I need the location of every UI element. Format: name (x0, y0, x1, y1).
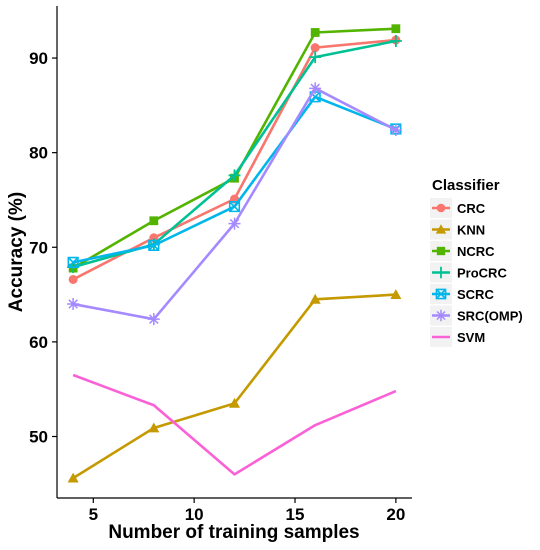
y-axis-title: Accuracy (%) (6, 192, 27, 312)
series-knn (67, 289, 402, 483)
x-tick-label: 20 (386, 505, 405, 524)
x-tick-label: 10 (185, 505, 204, 524)
legend-label: KNN (457, 223, 485, 238)
legend-key-marker (435, 288, 447, 300)
legend-label: CRC (457, 201, 486, 216)
data-point-ncrc (391, 24, 401, 34)
series-line-procrc (72, 39, 397, 269)
legend-key-marker (436, 203, 446, 213)
series-svm (72, 373, 397, 476)
legend-key-marker (435, 309, 447, 322)
data-point-knn (229, 397, 240, 408)
legend-item-ncrc: NCRC (430, 241, 495, 261)
data-point-scrc (148, 239, 160, 251)
data-point-knn (309, 293, 321, 304)
legend-key-marker (435, 224, 447, 234)
series-line-src-omp (72, 87, 397, 321)
y-tick-label: 70 (29, 238, 48, 257)
data-point-src-omp (309, 82, 322, 95)
legend-label: SVM (457, 330, 485, 345)
y-tick-label: 60 (29, 333, 48, 352)
data-point-src-omp (228, 217, 241, 230)
y-tick-label: 80 (29, 144, 48, 163)
data-point-knn (390, 289, 402, 299)
plot-area (67, 24, 402, 483)
data-point-src-omp (147, 313, 160, 326)
data-point-procrc (309, 51, 322, 64)
legend-label: SRC(OMP) (457, 309, 523, 324)
series-line-crc (72, 38, 396, 281)
data-point-ncrc (149, 216, 159, 226)
series-procrc (67, 35, 402, 274)
legend-item-knn: KNN (430, 219, 485, 240)
data-point-scrc (228, 200, 241, 213)
series-line-svm (72, 373, 397, 476)
data-point-ncrc (310, 28, 320, 37)
data-point-src-omp (389, 123, 402, 136)
legend-key-marker (436, 246, 446, 256)
legend-title: Classifier (432, 177, 500, 194)
legend-item-crc: CRC (430, 198, 486, 218)
data-point-scrc (67, 256, 79, 269)
legend-item-scrc: SCRC (430, 284, 494, 304)
axes: Number of training samples Accuracy (%) … (6, 6, 412, 543)
legend: Classifier CRC KNN NCRC ProCRC SCRC SRC(OMP) S… (430, 177, 523, 347)
legend-item-src-omp: SRC(OMP) (430, 305, 523, 326)
series-src-omp (67, 82, 402, 326)
series-line-knn (72, 293, 396, 480)
x-axis-title: Number of training samples (108, 522, 359, 543)
series-line-ncrc (72, 27, 396, 270)
y-tick-label: 90 (29, 49, 48, 68)
data-point-knn (148, 422, 160, 433)
x-tick-label: 5 (89, 505, 98, 524)
legend-item-svm: SVM (430, 327, 485, 347)
data-point-src-omp (67, 298, 80, 311)
data-point-crc (310, 43, 320, 53)
data-point-procrc (228, 169, 241, 182)
data-point-knn (67, 472, 79, 483)
series-ncrc (68, 24, 401, 273)
legend-item-procrc: ProCRC (430, 262, 507, 283)
legend-label: ProCRC (457, 266, 507, 281)
data-point-crc (68, 274, 78, 284)
legend-key-marker (435, 266, 447, 279)
data-point-procrc (389, 35, 402, 48)
legend-label: SCRC (457, 287, 494, 302)
y-tick-label: 50 (29, 428, 48, 447)
x-tick-label: 15 (286, 505, 305, 524)
series-crc (68, 35, 401, 284)
legend-label: NCRC (457, 244, 495, 259)
